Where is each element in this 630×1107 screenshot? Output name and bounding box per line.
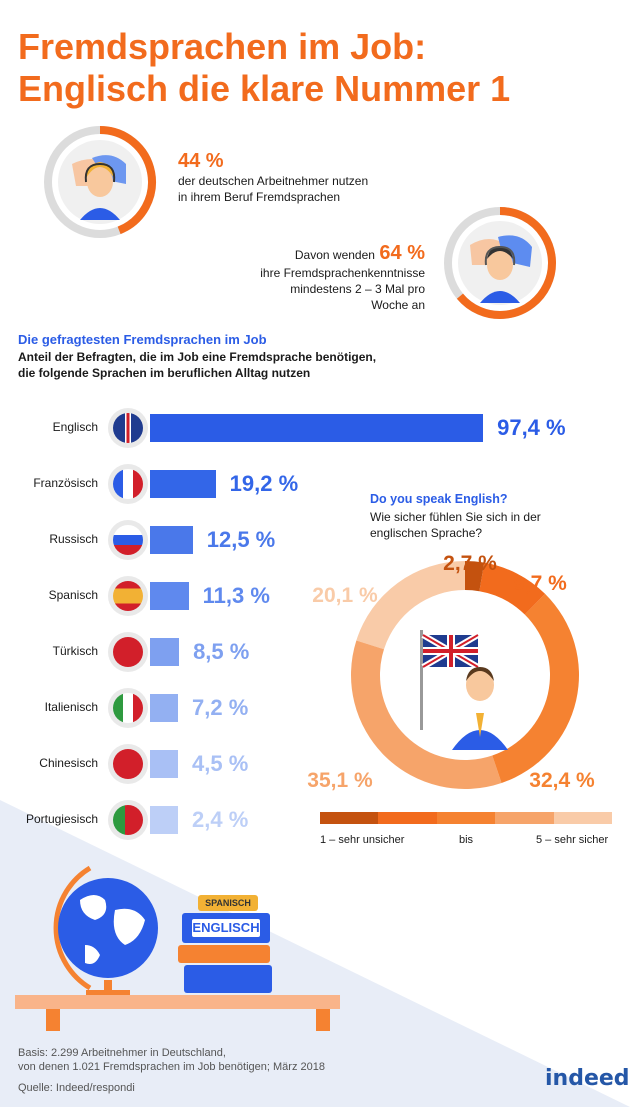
bar bbox=[150, 694, 178, 722]
books-stack: SPANISCH ENGLISCH bbox=[178, 885, 274, 995]
stat1-value: 44 % bbox=[178, 150, 224, 172]
donut-value-label: 9,7 % bbox=[513, 572, 567, 595]
indeed-logo[interactable]: indeed bbox=[545, 1066, 630, 1091]
donut-slice bbox=[465, 561, 485, 592]
bar bbox=[150, 526, 193, 554]
bar-value-label: 7,2 % bbox=[192, 695, 249, 720]
footer-source: Quelle: Indeed/respondi bbox=[18, 1082, 135, 1094]
footer-notes: Basis: 2.299 Arbeitnehmer in Deutschland… bbox=[18, 1046, 325, 1095]
bar-label: Englisch bbox=[52, 420, 98, 434]
legend-right-label: 5 – sehr sicher bbox=[536, 834, 609, 846]
stat1-text-line2: in ihrem Beruf Fremdsprachen bbox=[178, 190, 341, 204]
bar bbox=[150, 806, 178, 834]
bar-value-label: 12,5 % bbox=[206, 527, 276, 552]
stat1-text: 44 % der deutschen Arbeitnehmer nutzen i… bbox=[178, 150, 368, 205]
page-title: Fremdsprachen im Job: Englisch die klare… bbox=[18, 26, 510, 110]
bar-label: Französisch bbox=[33, 476, 98, 490]
bar-label: Spanisch bbox=[48, 588, 98, 602]
book-englisch: ENGLISCH bbox=[182, 913, 270, 943]
person-headset-icon bbox=[480, 245, 520, 303]
bar bbox=[150, 582, 189, 610]
china-flag-icon bbox=[108, 744, 148, 784]
englishman-flag-icon bbox=[420, 630, 508, 750]
footer-line2: von denen 1.021 Fremdsprachen im Job ben… bbox=[18, 1061, 325, 1073]
donut-value-label: 32,4 % bbox=[529, 769, 595, 792]
table-top bbox=[15, 995, 340, 1009]
bar-value-label: 4,5 % bbox=[192, 751, 249, 776]
donut-header: Do you speak English? Wie sicher fühlen … bbox=[370, 492, 541, 541]
bar-value-label: 19,2 % bbox=[229, 471, 299, 496]
section-sub-line1: Anteil der Befragten, die im Job eine Fr… bbox=[18, 350, 377, 364]
section-sub-line2: die folgende Sprachen im beruflichen All… bbox=[18, 366, 311, 380]
bar-value-label: 8,5 % bbox=[193, 639, 250, 664]
donut-sub-line2: englischen Sprache? bbox=[370, 526, 483, 540]
italy-flag-icon bbox=[108, 688, 148, 728]
stat2-text-line2: mindestens 2 – 3 Mal pro Woche an bbox=[290, 282, 425, 312]
bar-label: Italienisch bbox=[44, 700, 98, 714]
stat2-text-line1: ihre Fremdsprachenkenntnisse bbox=[260, 266, 425, 280]
title-line-2: Englisch die klare Nummer 1 bbox=[18, 68, 511, 109]
stat1-text-line1: der deutschen Arbeitnehmer nutzen bbox=[178, 174, 369, 188]
table-leg-right bbox=[316, 1009, 330, 1031]
book-blue-bottom bbox=[184, 965, 272, 993]
legend-segment bbox=[320, 812, 379, 824]
donut-slice bbox=[351, 640, 502, 789]
donut-value-label: 35,1 % bbox=[307, 769, 373, 792]
table-leg-left bbox=[46, 1009, 60, 1031]
bar-value-label: 11,3 % bbox=[202, 583, 270, 608]
section-header: Die gefragtesten Fremdsprachen im Job An… bbox=[18, 332, 376, 381]
donut-title: Do you speak English? bbox=[370, 492, 508, 506]
legend-mid-label: bis bbox=[459, 834, 474, 846]
book-orange bbox=[178, 945, 270, 963]
bar-label: Türkisch bbox=[52, 644, 98, 658]
bar bbox=[150, 638, 180, 666]
bar-label: Chinesisch bbox=[39, 756, 98, 770]
russia-flag-icon bbox=[108, 520, 148, 560]
person-headset-icon bbox=[80, 162, 120, 220]
book-englisch-label: ENGLISCH bbox=[192, 919, 260, 937]
stat2-value: 64 % bbox=[379, 242, 425, 264]
stat2-ring bbox=[444, 207, 556, 319]
portugal-flag-icon bbox=[108, 800, 148, 840]
legend-segment bbox=[378, 812, 437, 824]
legend-left-label: 1 – sehr unsicher bbox=[320, 834, 405, 846]
bar bbox=[150, 470, 216, 498]
section-heading: Die gefragtesten Fremdsprachen im Job bbox=[18, 332, 267, 347]
donut-sub-line1: Wie sicher fühlen Sie sich in der bbox=[370, 510, 541, 524]
bar bbox=[150, 414, 484, 442]
book-spanisch: SPANISCH bbox=[198, 895, 258, 911]
stat2-ring-arc bbox=[456, 207, 556, 319]
bar-value-label: 2,4 % bbox=[192, 807, 249, 832]
confidence-legend-bar bbox=[320, 812, 613, 824]
stat1-ring bbox=[44, 126, 156, 238]
france-flag-icon bbox=[108, 464, 148, 504]
stat2-text: Davon wenden 64 % ihre Fremdsprachenkenn… bbox=[250, 242, 425, 313]
stat2-prefix: Davon wenden bbox=[294, 248, 375, 262]
donut-slice bbox=[479, 562, 546, 615]
bar-label: Russisch bbox=[49, 532, 98, 546]
turkey-flag-icon bbox=[108, 632, 148, 672]
bar-label: Portugiesisch bbox=[25, 812, 98, 826]
spain-flag-icon bbox=[108, 576, 148, 616]
stat1-ring-arc bbox=[99, 126, 156, 235]
donut-slice bbox=[356, 561, 465, 650]
legend-segment bbox=[436, 812, 496, 824]
donut-slice bbox=[492, 593, 579, 783]
legend-segment bbox=[553, 812, 613, 824]
legend-segment bbox=[495, 812, 554, 824]
uk-flag-icon bbox=[108, 408, 148, 448]
bar-value-label: 97,4 % bbox=[497, 415, 566, 440]
globe-icon bbox=[53, 865, 158, 998]
confidence-donut-chart: 2,7 % 9,7 % 32,4 % 35,1 % 20,1 % bbox=[307, 552, 595, 792]
footer-line1: Basis: 2.299 Arbeitnehmer in Deutschland… bbox=[18, 1047, 226, 1059]
title-line-1: Fremdsprachen im Job: bbox=[18, 26, 427, 67]
language-bar-chart: Englisch 97,4 % Französisch 19,2 % Russisch 1… bbox=[0, 400, 630, 850]
bar bbox=[150, 750, 178, 778]
donut-value-label: 20,1 % bbox=[312, 584, 378, 607]
donut-value-label: 2,7 % bbox=[443, 552, 497, 575]
